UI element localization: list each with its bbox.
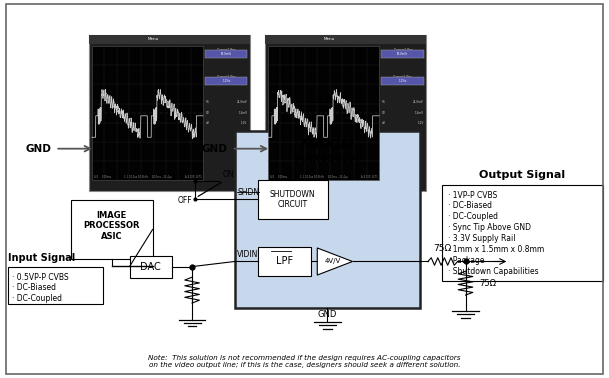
Text: · Shutdown Capabilities: · Shutdown Capabilities: [448, 267, 538, 276]
Text: V2: V2: [382, 111, 386, 115]
Polygon shape: [89, 131, 337, 191]
Text: · 0.5VP-P CVBS: · 0.5VP-P CVBS: [12, 273, 69, 282]
Bar: [265, 35, 426, 191]
Text: · 1mm x 1.5mm x 0.8mm: · 1mm x 1.5mm x 0.8mm: [448, 245, 544, 254]
Text: 1.1V: 1.1V: [417, 121, 424, 125]
Text: dV: dV: [382, 121, 386, 125]
Text: 1.1%s: 1.1%s: [399, 79, 407, 83]
Bar: [205, 50, 247, 58]
Text: · DC-Coupled: · DC-Coupled: [448, 212, 498, 222]
Text: · DC-Coupled: · DC-Coupled: [12, 294, 62, 303]
Text: SHDN: SHDN: [238, 189, 260, 197]
Text: Menu: Menu: [147, 37, 159, 42]
Text: Note:  This solution is not recommended if the design requires AC-coupling capac: Note: This solution is not recommended i…: [148, 355, 461, 368]
Text: DAC: DAC: [141, 262, 161, 271]
Text: ON: ON: [222, 170, 234, 179]
Bar: [268, 46, 379, 180]
Bar: [234, 131, 420, 308]
Text: 75Ω: 75Ω: [479, 279, 496, 288]
Text: SHUTDOWN
CIRCUIT: SHUTDOWN CIRCUIT: [270, 190, 315, 209]
Text: S/1    100ms: S/1 100ms: [270, 175, 287, 179]
Text: dV: dV: [206, 121, 210, 125]
Text: GND: GND: [202, 144, 227, 154]
Text: IMAGE
PROCESSOR
ASIC: IMAGE PROCESSOR ASIC: [83, 211, 140, 241]
Text: 24.0mV: 24.0mV: [413, 101, 424, 104]
Text: V1: V1: [206, 101, 210, 104]
Polygon shape: [265, 131, 426, 191]
Text: Cursor2 Pos: Cursor2 Pos: [217, 75, 236, 79]
Text: 75Ω: 75Ω: [434, 244, 452, 253]
Text: GND: GND: [318, 310, 337, 319]
Text: MAX9502M: MAX9502M: [295, 154, 360, 164]
Bar: [265, 35, 426, 44]
Text: 4V/V: 4V/V: [325, 259, 341, 265]
Text: MAXIM: MAXIM: [300, 138, 354, 152]
Text: · 1VP-P CVBS: · 1VP-P CVBS: [448, 191, 497, 200]
Text: 1:1 10.0us 50.0kHz     20.0ms  -22.4µs: 1:1 10.0us 50.0kHz 20.0ms -22.4µs: [300, 175, 348, 179]
Text: Output Signal: Output Signal: [479, 170, 565, 180]
Text: OFF: OFF: [177, 196, 192, 205]
Bar: [442, 185, 603, 281]
Text: 24.0mV: 24.0mV: [237, 101, 247, 104]
Text: A 4.000  Ω/T1: A 4.000 Ω/T1: [185, 175, 202, 179]
Bar: [381, 50, 424, 58]
Text: A 4.000  Ω/T1: A 4.000 Ω/T1: [361, 175, 378, 179]
Text: 1.1V: 1.1V: [241, 121, 247, 125]
Text: 1.3mV: 1.3mV: [415, 111, 424, 115]
Text: · DC-Biased: · DC-Biased: [448, 201, 492, 211]
Text: GND: GND: [25, 144, 51, 154]
Text: S/1    100ms: S/1 100ms: [94, 175, 111, 179]
Bar: [381, 77, 424, 85]
Text: 50.0m%: 50.0m%: [221, 52, 232, 56]
Text: LPF: LPF: [276, 257, 293, 266]
Text: Cursor1 Pos: Cursor1 Pos: [393, 48, 412, 52]
Text: 1:1 10.0us 50.0kHz     20.0ms  -22.4µs: 1:1 10.0us 50.0kHz 20.0ms -22.4µs: [124, 175, 171, 179]
Bar: [92, 46, 203, 180]
Text: 1.1%s: 1.1%s: [222, 79, 231, 83]
Bar: [258, 247, 311, 276]
Text: Input Signal: Input Signal: [8, 253, 76, 263]
Text: 50.0m%: 50.0m%: [397, 52, 409, 56]
Text: · 3.3V Supply Rail: · 3.3V Supply Rail: [448, 234, 515, 243]
Text: · Sync Tip Above GND: · Sync Tip Above GND: [448, 223, 531, 232]
Text: V2: V2: [206, 111, 210, 115]
Polygon shape: [317, 248, 353, 275]
Bar: [8, 267, 104, 304]
Text: V1: V1: [382, 101, 386, 104]
Text: Cursor2 Pos: Cursor2 Pos: [393, 75, 412, 79]
Text: VIDIN: VIDIN: [237, 250, 258, 259]
Bar: [205, 77, 247, 85]
Text: 1.3mV: 1.3mV: [238, 111, 247, 115]
Text: Menu: Menu: [324, 37, 335, 42]
Text: Package: Package: [448, 256, 484, 265]
Bar: [71, 200, 153, 259]
Text: · DC-Biased: · DC-Biased: [12, 283, 56, 292]
Text: 3.3V: 3.3V: [315, 95, 340, 105]
Bar: [130, 256, 172, 277]
Bar: [258, 180, 328, 219]
Bar: [89, 35, 250, 44]
Bar: [89, 35, 250, 191]
Text: Cursor1 Pos: Cursor1 Pos: [217, 48, 236, 52]
